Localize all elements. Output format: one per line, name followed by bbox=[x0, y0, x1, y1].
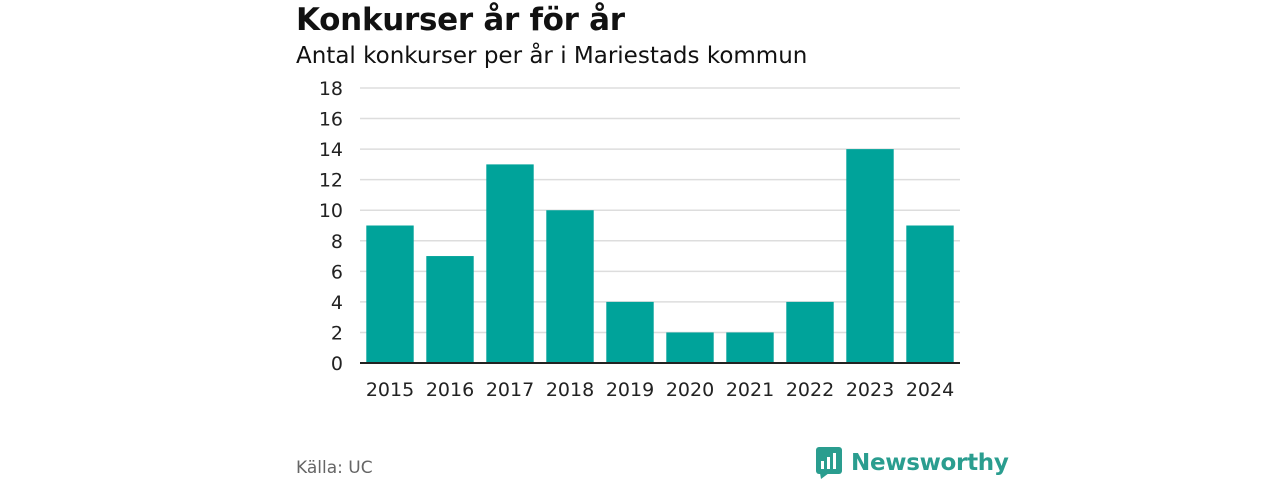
y-tick-label: 16 bbox=[319, 109, 343, 131]
x-tick-label: 2018 bbox=[546, 379, 594, 401]
bar bbox=[906, 225, 954, 363]
source-label: Källa: UC bbox=[296, 458, 373, 478]
bar bbox=[486, 164, 534, 363]
y-tick-label: 10 bbox=[319, 200, 343, 222]
y-tick-label: 8 bbox=[331, 231, 343, 253]
y-tick-label: 18 bbox=[319, 78, 343, 100]
y-tick-label: 14 bbox=[319, 139, 343, 161]
bar bbox=[846, 149, 894, 363]
x-tick-label: 2020 bbox=[666, 379, 714, 401]
bar-chart: 0 2 4 6 8 10 12 14 16 18 2015 2016 2017 2018 2019 2020 2… bbox=[319, 78, 960, 401]
x-tick-label: 2023 bbox=[846, 379, 894, 401]
x-tick-label: 2019 bbox=[606, 379, 654, 401]
bar bbox=[426, 256, 474, 363]
x-tick-label: 2022 bbox=[786, 379, 834, 401]
y-tick-label: 12 bbox=[319, 170, 343, 192]
x-tick-label: 2021 bbox=[726, 379, 774, 401]
x-tick-label: 2015 bbox=[366, 379, 414, 401]
y-tick-label: 2 bbox=[331, 322, 343, 344]
brand-name: Newsworthy bbox=[851, 450, 1009, 476]
x-tick-label: 2016 bbox=[426, 379, 474, 401]
bar bbox=[366, 225, 414, 363]
bar bbox=[786, 301, 834, 363]
newsworthy-brand[interactable]: Newsworthy bbox=[815, 446, 1009, 480]
chart-title: Konkurser år för år bbox=[296, 2, 625, 38]
bar bbox=[666, 332, 714, 363]
y-tick-label: 0 bbox=[331, 353, 343, 375]
x-tick-label: 2017 bbox=[486, 379, 534, 401]
chart-subtitle: Antal konkurser per år i Mariestads komm… bbox=[296, 43, 808, 69]
bar bbox=[546, 210, 594, 363]
bar bbox=[606, 301, 654, 363]
bar bbox=[726, 332, 774, 363]
y-tick-label: 6 bbox=[331, 261, 343, 283]
y-tick-label: 4 bbox=[331, 292, 343, 314]
newsworthy-logo-icon bbox=[816, 447, 842, 479]
x-tick-label: 2024 bbox=[906, 379, 954, 401]
